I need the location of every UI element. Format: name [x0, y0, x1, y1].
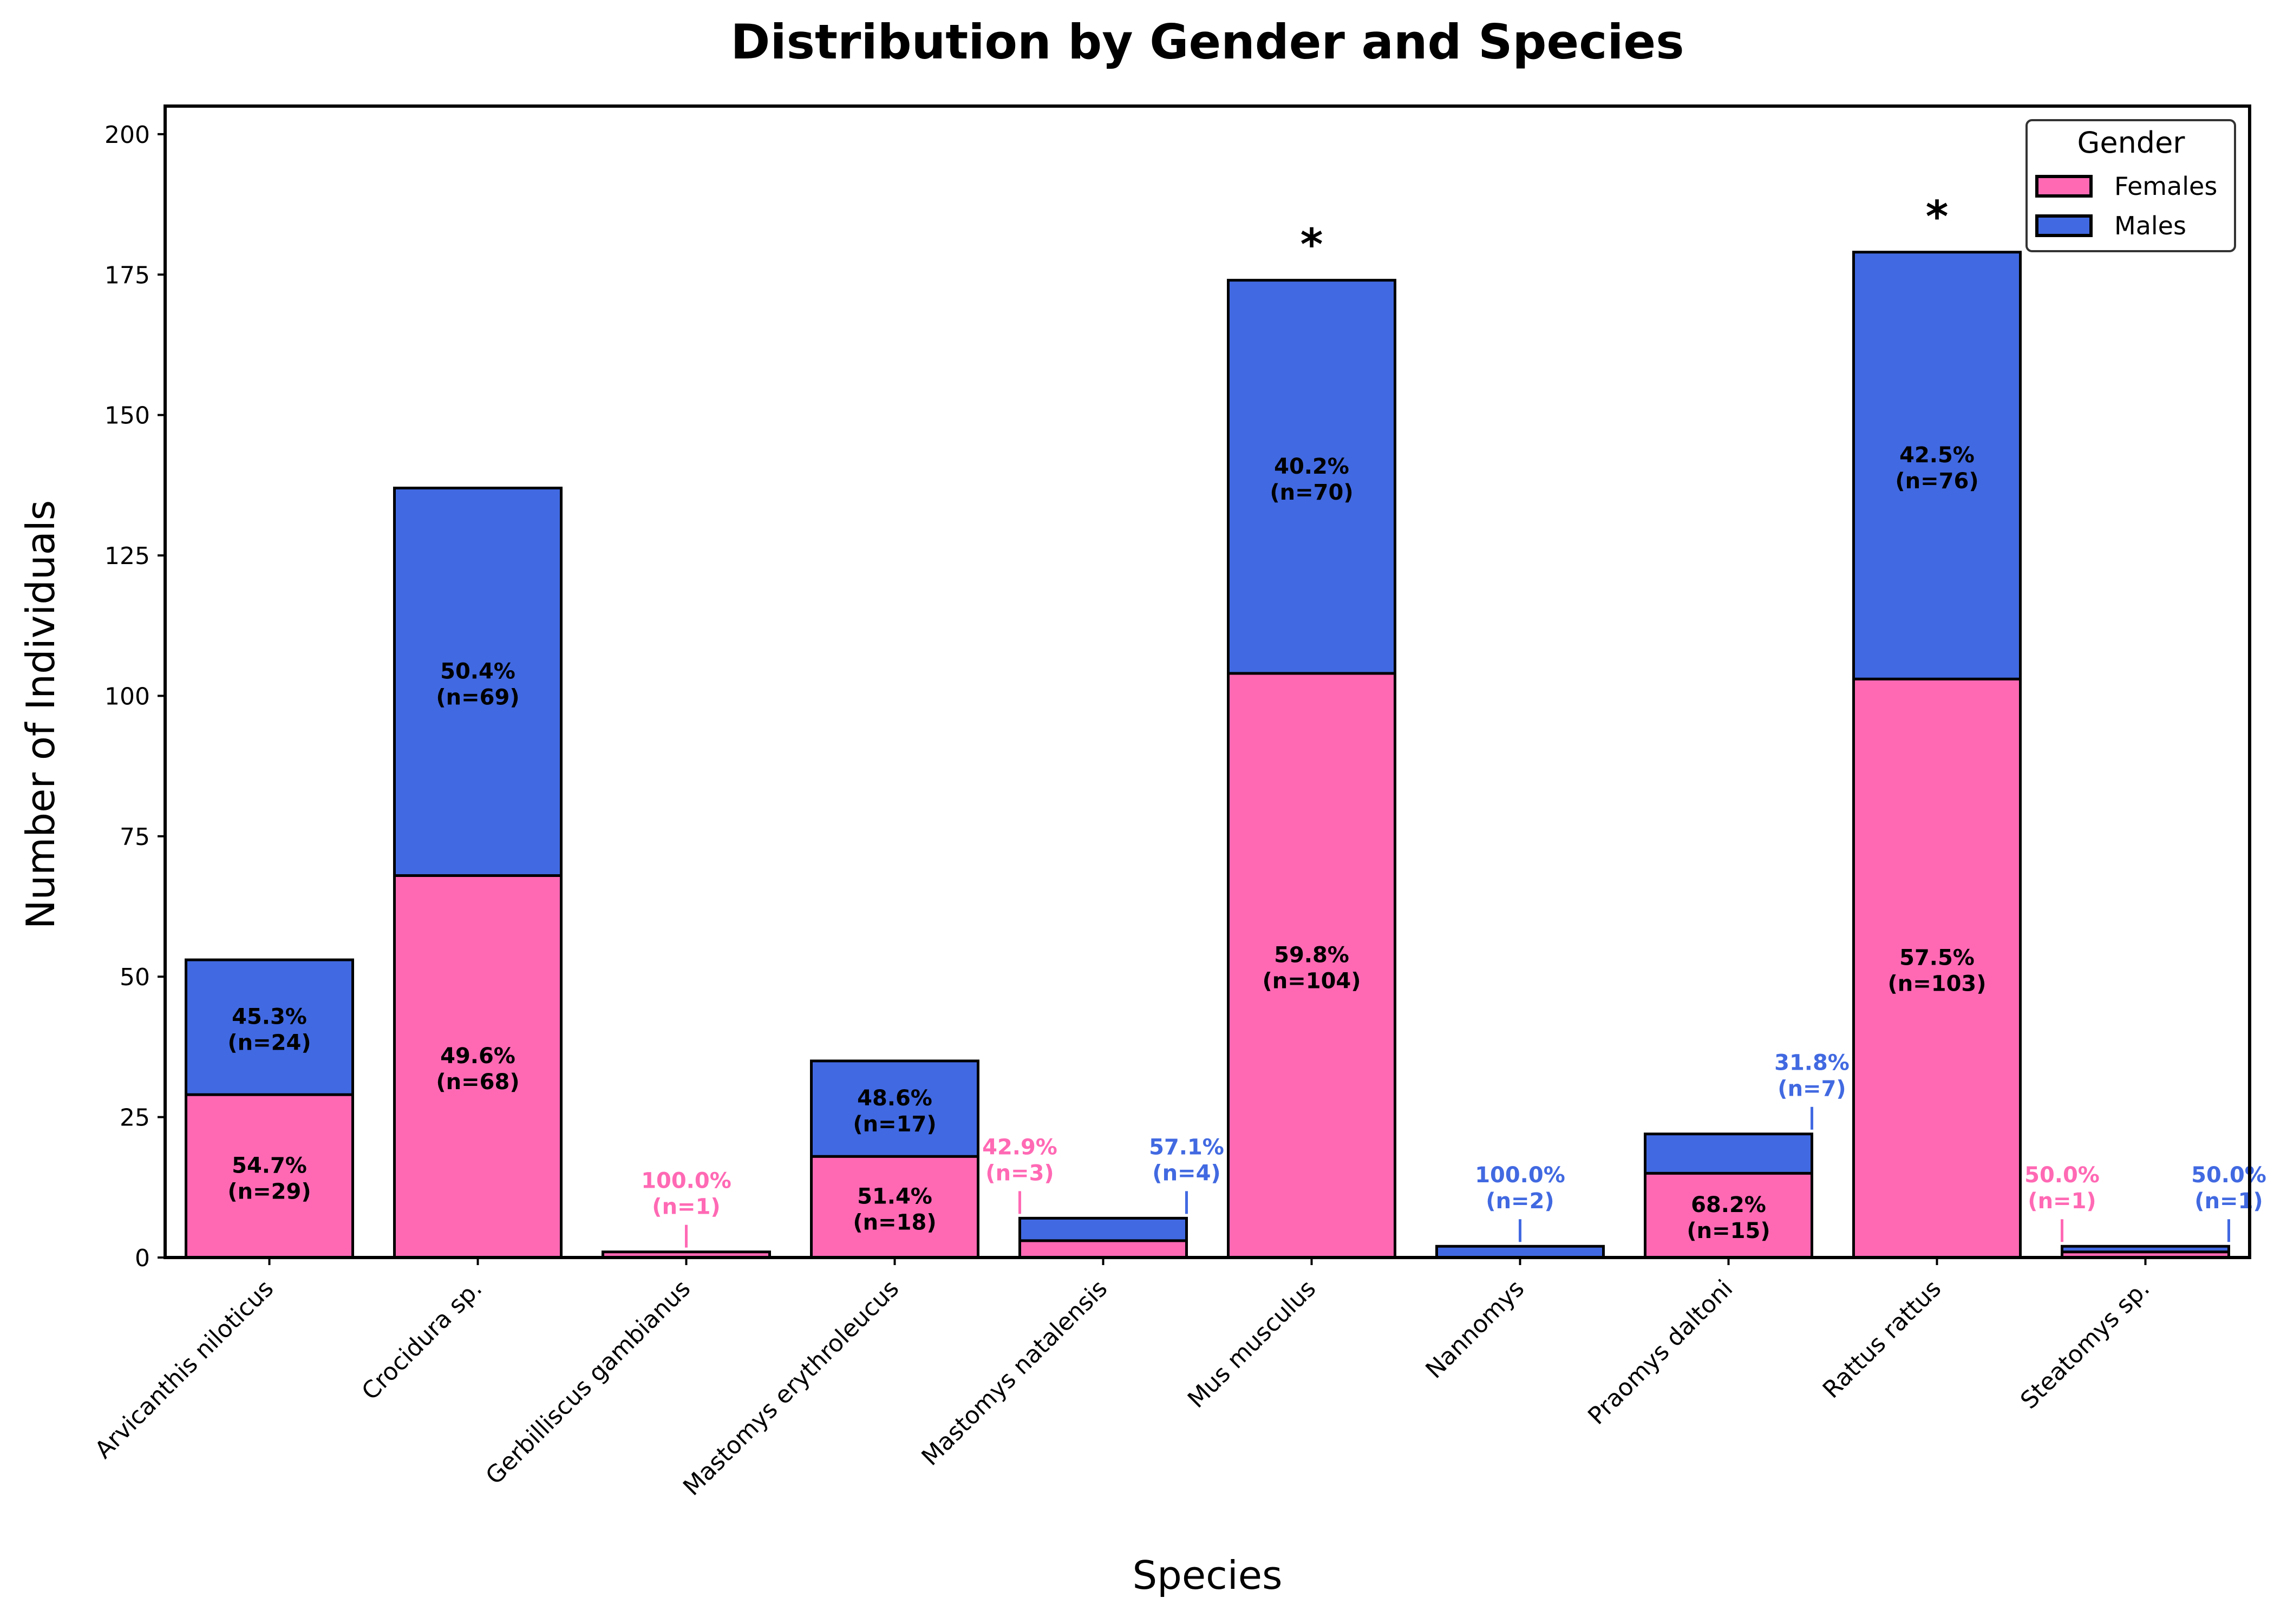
x-tick-label: Gerbilliscus gambianus — [480, 1275, 696, 1490]
x-tick-label: Nannomys — [1420, 1275, 1530, 1384]
legend: Gender Females Males — [2025, 119, 2236, 252]
bar-value-label: 50.0% — [2024, 1163, 2100, 1188]
bar-count-label: (n=1) — [2194, 1189, 2263, 1214]
bar-males-4 — [1018, 1216, 1188, 1242]
bar-count-label: (n=17) — [853, 1112, 936, 1137]
plot-frame — [164, 104, 2251, 1259]
bar-value-label: 42.5% — [1899, 443, 1975, 468]
significance-marker: * — [1926, 192, 1949, 242]
bar-value-label: 51.4% — [857, 1184, 932, 1209]
significance-marker: * — [1301, 220, 1323, 270]
bar-labels-group: 54.7%(n=29)45.3%(n=24)49.6%(n=68)50.4%(n… — [227, 192, 2266, 1248]
bar-males-7 — [1644, 1132, 1813, 1175]
y-tick-label: 0 — [135, 1245, 150, 1272]
bar-value-label: 50.4% — [440, 659, 515, 684]
chart-title: Distribution by Gender and Species — [730, 14, 1684, 70]
bar-value-label: 49.6% — [440, 1044, 515, 1069]
legend-swatch-males — [2035, 214, 2093, 237]
bar-males-5 — [1227, 279, 1396, 675]
bar-count-label: (n=103) — [1887, 972, 1986, 997]
y-tick-label: 175 — [104, 261, 150, 289]
x-tick-label: Arvicanthis niloticus — [90, 1275, 279, 1464]
bar-count-label: (n=7) — [1778, 1077, 1846, 1102]
bar-count-label: (n=29) — [227, 1180, 311, 1204]
bar-count-label: (n=24) — [227, 1031, 311, 1056]
legend-label-males: Males — [2114, 211, 2186, 240]
x-tick-label: Praomys daltoni — [1583, 1275, 1738, 1430]
x-tick-label: Mastomys natalensis — [916, 1275, 1113, 1471]
bar-value-label: 45.3% — [232, 1005, 307, 1030]
y-tick-label: 125 — [104, 542, 150, 570]
bar-value-label: 42.9% — [982, 1135, 1057, 1160]
bar-value-label: 48.6% — [857, 1086, 932, 1111]
bar-count-label: (n=70) — [1270, 480, 1353, 505]
bar-count-label: (n=69) — [436, 685, 519, 710]
bar-count-label: (n=3) — [985, 1161, 1054, 1186]
bar-value-label: 50.0% — [2191, 1163, 2266, 1188]
legend-title: Gender — [2077, 126, 2186, 160]
bar-males-9 — [2061, 1245, 2230, 1254]
y-axis-label: Number of Individuals — [18, 500, 63, 929]
bar-value-label: 54.7% — [232, 1154, 307, 1178]
bar-value-label: 100.0% — [641, 1169, 731, 1194]
x-tick-label: Crocidura sp. — [357, 1275, 488, 1406]
y-tick-label: 25 — [120, 1104, 150, 1132]
bar-count-label: (n=1) — [652, 1195, 720, 1220]
bar-females-0 — [185, 1093, 354, 1259]
y-tick-label: 50 — [120, 964, 150, 991]
x-tick-label: Steatomys sp. — [2015, 1275, 2155, 1415]
x-tick-label: Mastomys erythroleucus — [678, 1275, 904, 1501]
x-axis-label: Species — [1132, 1553, 1282, 1598]
bar-males-3 — [810, 1059, 979, 1158]
bar-males-1 — [393, 487, 563, 877]
y-tick-label: 150 — [104, 402, 150, 430]
bar-count-label: (n=76) — [1895, 469, 1978, 494]
bar-males-8 — [1852, 251, 2022, 680]
y-tick-label: 100 — [104, 683, 150, 710]
legend-label-females: Females — [2114, 172, 2217, 201]
bar-value-label: 59.8% — [1274, 942, 1349, 967]
bar-value-label: 57.1% — [1149, 1135, 1224, 1160]
bar-count-label: (n=15) — [1687, 1219, 1770, 1243]
bar-count-label: (n=4) — [1152, 1161, 1220, 1186]
bar-count-label: (n=1) — [2028, 1189, 2096, 1214]
bar-females-7 — [1644, 1171, 1813, 1259]
y-tick-label: 200 — [104, 121, 150, 149]
bar-count-label: (n=68) — [436, 1070, 519, 1095]
bar-value-label: 31.8% — [1774, 1051, 1850, 1076]
bar-value-label: 68.2% — [1691, 1193, 1766, 1217]
bar-value-label: 40.2% — [1274, 454, 1349, 479]
legend-swatch-females — [2035, 175, 2093, 198]
x-tick-label: Mus musculus — [1182, 1275, 1321, 1413]
bar-count-label: (n=2) — [1486, 1189, 1554, 1214]
bars-group — [185, 251, 2230, 1259]
bar-females-4 — [1018, 1239, 1188, 1259]
bar-count-label: (n=104) — [1262, 968, 1361, 993]
bar-females-5 — [1227, 672, 1396, 1259]
bar-count-label: (n=18) — [853, 1210, 936, 1235]
y-tick-label: 75 — [120, 823, 150, 851]
bar-value-label: 100.0% — [1475, 1163, 1565, 1188]
bar-value-label: 57.5% — [1899, 946, 1975, 971]
x-tick-label: Rattus rattus — [1818, 1275, 1946, 1404]
bar-males-0 — [185, 958, 354, 1096]
bar-males-6 — [1435, 1245, 1605, 1259]
